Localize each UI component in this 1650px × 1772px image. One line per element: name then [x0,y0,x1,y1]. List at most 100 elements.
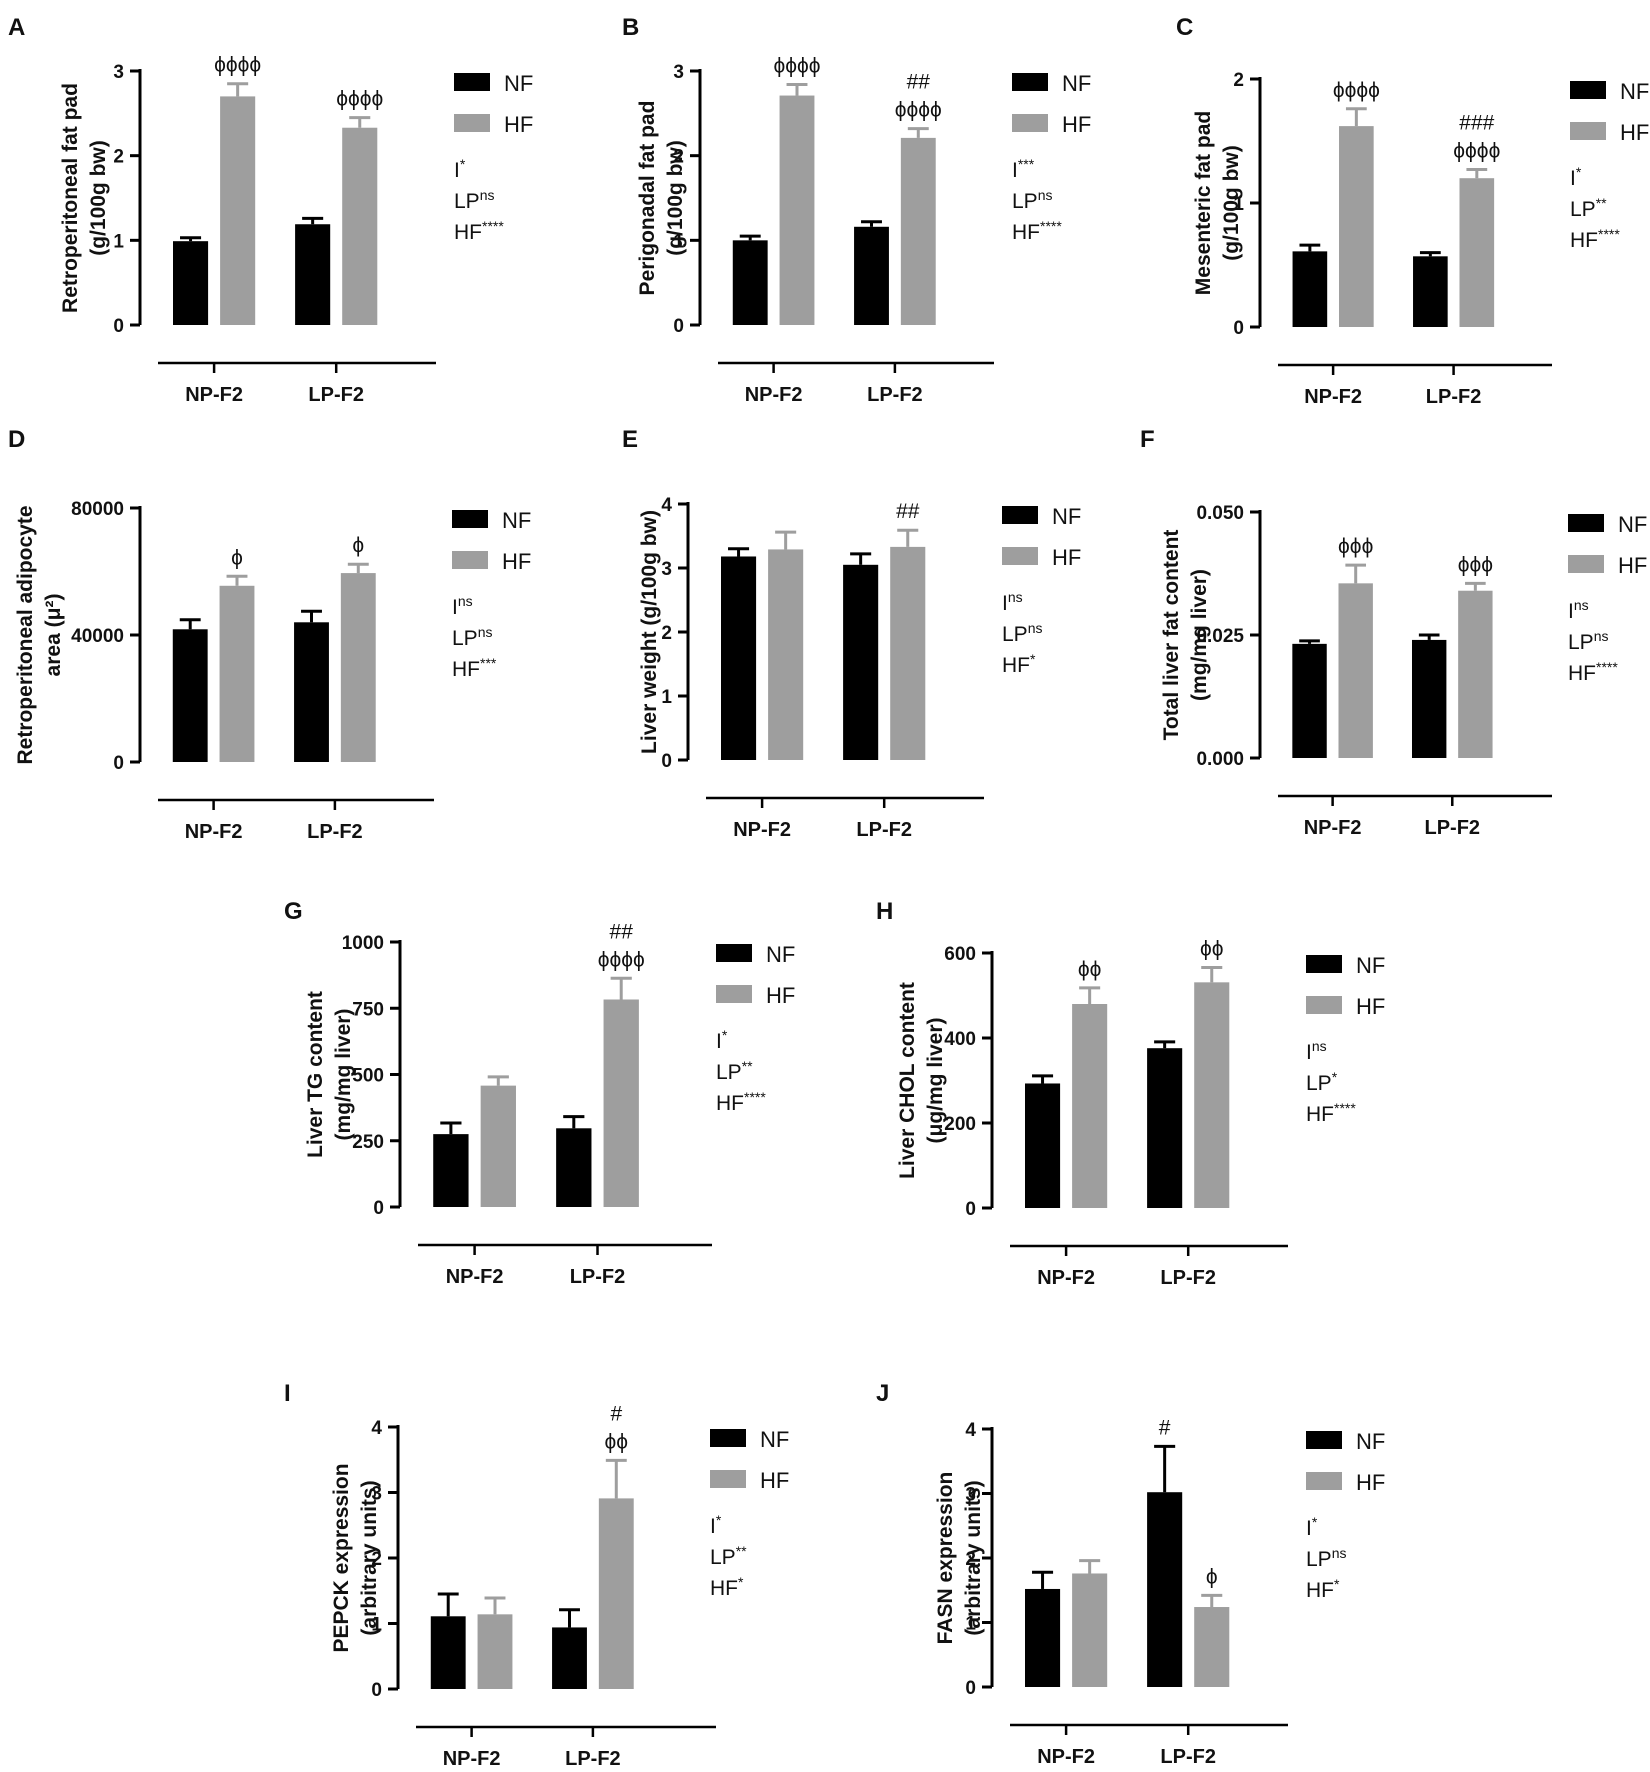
stat-label: HF**** [716,1089,766,1115]
significance-annotation: ## [907,71,931,94]
legend-swatch-nf [1012,73,1048,91]
legend-swatch-nf [1002,506,1038,524]
panel-i: I 0 1 2 3 4 PEPCK expression (arbitrary units) #… [284,1380,789,1770]
legend-label-hf: HF [1052,545,1081,570]
panel-letter: E [622,426,638,453]
y-tick-label: 2 [673,147,684,168]
y-axis-label: Liver weight (g/100g bw) [638,510,661,754]
stat-label: I* [1570,164,1582,190]
bar-nf-np-f2 [1025,1083,1061,1208]
stat-label: Ins [1002,589,1023,615]
legend-label-nf: NF [1052,504,1081,529]
legend-label-nf: NF [504,71,533,96]
y-tick-label: 1 [113,231,124,252]
y-tick-label: 2 [371,1549,382,1570]
bar-hf-lp-f2 [1194,1607,1230,1687]
panel-b: B 0 1 2 3 Perigonadal fat pad (g/100g bw) ϕϕϕϕ #… [622,14,1091,406]
panel-a: A 0 1 2 3 Retroperitoneal fat pad (g/100g bw) ϕ… [8,14,533,406]
stat-label: I* [710,1512,722,1538]
bar-hf-np-f2 [779,95,815,325]
significance-annotation: ϕ [1206,1565,1218,1588]
x-category-label: LP-F2 [1424,817,1480,839]
stat-label: HF* [710,1574,744,1600]
bar-nf-lp-f2 [843,564,879,760]
significance-annotation: ϕϕϕϕ [1453,140,1500,163]
panel-letter: A [8,14,25,41]
legend-swatch-nf [454,73,490,91]
bar-nf-np-f2 [173,241,209,325]
significance-annotation: ϕϕ [1200,937,1224,960]
stat-label: HF**** [1012,218,1062,244]
significance-annotation: ϕϕϕϕ [336,88,383,111]
y-axis-label: PEPCK expression [330,1463,353,1652]
x-category-label: NP-F2 [443,1748,501,1770]
legend-swatch-hf [716,985,752,1003]
significance-annotation: ## [896,500,920,523]
significance-annotation: # [1159,1416,1171,1439]
legend-label-hf: HF [1356,1470,1385,1495]
bar-hf-np-f2 [480,1085,516,1207]
x-category-label: LP-F2 [1426,386,1482,408]
y-tick-label: 3 [371,1484,382,1505]
legend-swatch-hf [1306,1472,1342,1490]
y-tick-label: 0.050 [1196,503,1244,524]
panel-letter: H [876,898,893,925]
significance-annotation: ϕϕϕ [1338,535,1373,558]
stat-label: HF**** [1570,226,1620,252]
bar-nf-np-f2 [172,629,208,762]
bar-nf-lp-f2 [294,622,329,762]
y-tick-label: 1 [661,687,672,708]
y-axis-label: Retroperitoneal adipocyte [14,505,37,764]
legend-label-nf: NF [1062,71,1091,96]
x-category-label: LP-F2 [308,384,364,406]
y-tick-label: 0.000 [1196,749,1244,770]
x-category-label: LP-F2 [867,384,923,406]
significance-annotation: ϕ [231,546,243,569]
legend-swatch-nf [716,944,752,962]
x-category-label: NP-F2 [446,1266,504,1288]
legend-swatch-nf [710,1429,746,1447]
legend-label-hf: HF [1062,112,1091,137]
bar-hf-lp-f2 [340,573,376,762]
bar-nf-np-f2 [1292,251,1328,327]
legend-label-nf: NF [766,942,795,967]
legend-swatch-nf [452,510,488,528]
legend-label-hf: HF [504,112,533,137]
legend-swatch-hf [1012,114,1048,132]
y-tick-label: 2 [113,147,124,168]
legend-swatch-nf [1570,81,1606,99]
bar-nf-np-f2 [433,1134,469,1207]
panel-letter: B [622,14,639,41]
bar-nf-lp-f2 [552,1627,587,1689]
bar-hf-np-f2 [1339,126,1374,328]
significance-annotation: ## [610,920,634,943]
stat-label: HF**** [1568,659,1618,685]
legend-swatch-hf [452,551,488,569]
y-tick-label: 750 [352,999,384,1020]
bar-nf-lp-f2 [1411,639,1447,758]
stat-label: LPns [1012,187,1052,213]
stat-label: Ins [1306,1038,1327,1064]
significance-annotation: ϕ [352,534,364,557]
y-axis-label: FASN expression [934,1472,957,1645]
legend-label-hf: HF [1356,994,1385,1019]
stat-label: I* [1306,1514,1318,1540]
y-axis-label: Mesenteric fat pad [1192,111,1215,295]
bar-hf-lp-f2 [598,1498,634,1689]
stat-label: LP** [710,1543,747,1569]
bar-hf-np-f2 [1072,1004,1108,1208]
panel-f: F 0.000 0.025 0.050 Total liver fat content(… [1140,426,1647,839]
legend-label-nf: NF [760,1427,789,1452]
y-tick-label: 0 [1233,318,1244,339]
y-tick-label: 3 [965,1485,976,1506]
stat-label: HF**** [1306,1100,1356,1126]
bar-nf-lp-f2 [854,226,889,325]
y-axis-label: (g/100g bw) [87,140,110,256]
legend-label-nf: NF [1618,512,1647,537]
panel-g: G 0 250 500 750 1000 Liver TG content (mg/mg li… [284,898,795,1288]
panel-letter: D [8,426,25,453]
significance-annotation: ϕϕϕϕ [1333,79,1380,102]
stat-label: I* [716,1027,728,1053]
x-category-label: LP-F2 [570,1266,626,1288]
significance-annotation: ϕϕϕϕ [773,55,820,78]
